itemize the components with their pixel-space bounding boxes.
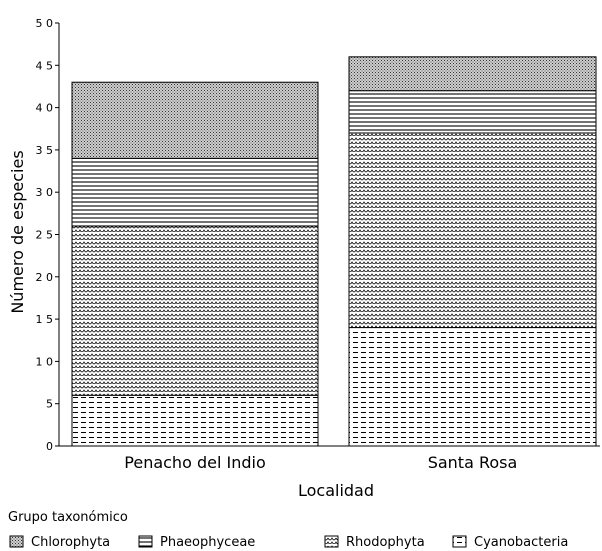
legend-swatch [324,535,339,548]
y-tick-label: 3 5 [36,144,54,157]
legend-item-chlorophyta: Chlorophyta [9,535,110,550]
bar-segment-cyanobacteria [71,394,319,447]
legend-title: Grupo taxonómico [8,510,128,525]
x-axis-title: Localidad [298,481,374,500]
y-tick-label: 1 0 [36,355,54,368]
legend-swatch [138,535,153,548]
x-axis-category-labels: Penacho del Indio Santa Rosa [124,453,517,472]
legend-item-cyanobacteria: Cyanobacteria [452,535,568,550]
bar-segment-rhodophyta [348,132,597,329]
bar-segment-chlorophyta [71,81,319,159]
y-tick-label: 2 0 [36,271,54,284]
y-tick-label: 4 5 [36,59,54,72]
legend: Chlorophyta Phaeophyceae Rhodophyta Cyanoba… [9,535,568,550]
legend-swatch [452,535,467,548]
bar-segment-cyanobacteria [348,327,597,447]
y-tick-label: 1 5 [36,313,54,326]
bar-segment-phaeophyceae [348,90,597,134]
y-tick-label: 0 [46,440,53,453]
bars-layer [71,56,597,447]
legend-label: Cyanobacteria [474,535,568,550]
y-tick-label: 4 0 [36,102,54,115]
bar-segment-phaeophyceae [71,157,319,227]
y-tick-label: 3 0 [36,186,54,199]
legend-label: Chlorophyta [31,535,110,550]
y-axis-ticks: 0 5 1 0 1 5 2 0 2 5 3 0 3 5 4 0 4 5 5 0 [36,17,59,453]
legend-swatch [9,535,24,548]
legend-label: Phaeophyceae [160,535,255,550]
legend-item-phaeophyceae: Phaeophyceae [138,535,255,550]
y-tick-label: 5 0 [36,17,54,30]
bar-segment-rhodophyta [71,225,319,396]
x-category-label: Santa Rosa [428,453,518,472]
y-tick-label: 5 [46,398,53,411]
bar-segment-chlorophyta [348,56,597,92]
y-tick-label: 2 5 [36,229,54,242]
legend-item-rhodophyta: Rhodophyta [324,535,425,550]
legend-label: Rhodophyta [346,535,425,550]
x-category-label: Penacho del Indio [124,453,265,472]
y-axis-title: Número de especies [8,150,27,313]
